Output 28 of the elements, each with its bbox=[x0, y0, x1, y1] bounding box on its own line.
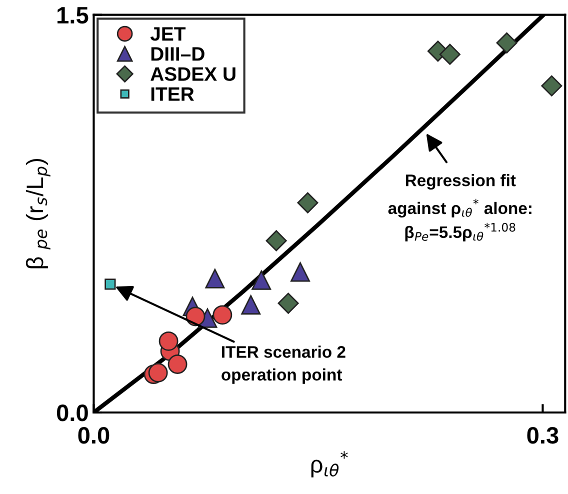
point bbox=[266, 230, 287, 252]
point bbox=[205, 268, 225, 288]
x-axis-title: ρ$_{ιθ}$$^{*}$ bbox=[311, 451, 348, 478]
annotation: ITER scenario 2 operation point bbox=[222, 346, 346, 384]
point bbox=[541, 75, 562, 96]
legend-label: DIII–D bbox=[151, 47, 204, 61]
point bbox=[212, 305, 232, 325]
point bbox=[496, 32, 518, 54]
annotation: against ρ$_{ιθ}$$^{*}$ alone: bbox=[388, 198, 532, 218]
point bbox=[290, 262, 310, 282]
point bbox=[241, 295, 261, 315]
point bbox=[252, 270, 272, 290]
point bbox=[297, 192, 318, 214]
point bbox=[104, 278, 116, 290]
point bbox=[168, 354, 188, 374]
y-axis-title: β $_{pe}$ (r$_{s}$/L$_{p}$) bbox=[26, 158, 50, 268]
legend-label: ITER bbox=[151, 87, 194, 101]
legend-label: ASDEX U bbox=[150, 67, 236, 81]
point bbox=[186, 306, 206, 326]
point bbox=[439, 44, 460, 65]
legend-label: JET bbox=[150, 27, 186, 41]
point bbox=[278, 292, 299, 314]
y-tick-label: 1.5 bbox=[58, 7, 88, 24]
point bbox=[158, 331, 178, 351]
x-tick-label: 0.3 bbox=[527, 427, 558, 444]
point bbox=[148, 363, 168, 382]
annotation: Regression fit bbox=[406, 174, 516, 190]
annotation: β$_{Pe}$=5.5ρ$_{ιθ}$$^{*1.08}$ bbox=[405, 222, 516, 242]
